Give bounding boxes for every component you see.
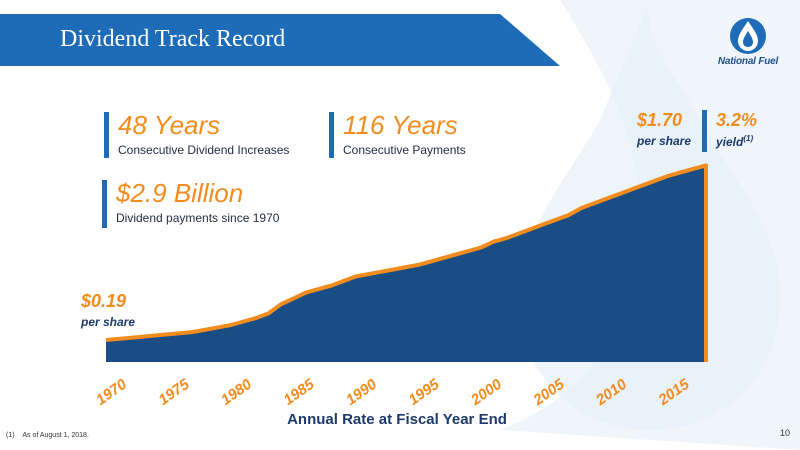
flame-drop-icon xyxy=(730,18,766,54)
yield-text: yield xyxy=(716,135,744,149)
end-per-share-label: per share xyxy=(637,134,692,148)
dividend-line xyxy=(105,163,708,362)
x-tick-label: 1970 xyxy=(93,375,131,408)
stat-value: 116 Years xyxy=(343,110,458,140)
stat-value: 48 Years xyxy=(118,110,221,140)
yield-footnote-marker: (1) xyxy=(743,134,754,143)
footnote: (1) As of August 1, 2018. xyxy=(6,432,89,439)
dividend-area xyxy=(106,165,706,362)
stat-label: Consecutive Dividend Increases xyxy=(118,143,290,157)
x-axis-label: Annual Rate at Fiscal Year End xyxy=(287,411,507,428)
page-number: 10 xyxy=(780,428,791,438)
x-tick-label: 1990 xyxy=(343,375,381,408)
yield-divider-bar xyxy=(702,110,707,152)
slide-title: Dividend Track Record xyxy=(60,26,286,52)
end-value-label: $1.70 xyxy=(637,110,683,130)
stat-label: Dividend payments since 1970 xyxy=(116,211,280,225)
start-value-label: $0.19 xyxy=(81,291,127,311)
x-tick-label: 1985 xyxy=(280,375,318,408)
x-tick-label: 2015 xyxy=(655,375,693,409)
yield-label: yield(1) xyxy=(716,134,753,149)
company-logo-text: National Fuel xyxy=(717,56,779,67)
stat-accent-bar xyxy=(102,180,107,228)
stat-accent-bar xyxy=(104,112,109,158)
title-banner xyxy=(0,14,560,66)
stat-value: $2.9 Billion xyxy=(116,178,244,208)
x-tick-label: 1980 xyxy=(218,375,256,408)
start-per-share-label: per share xyxy=(81,315,136,329)
x-tick-label: 2005 xyxy=(530,375,568,409)
stat-label: Consecutive Payments xyxy=(343,143,466,157)
x-tick-label: 1995 xyxy=(405,375,443,408)
footnote-marker: (1) xyxy=(6,432,15,439)
x-tick-label: 1975 xyxy=(155,375,193,408)
x-tick-label: 2010 xyxy=(592,375,630,409)
yield-value-label: 3.2% xyxy=(716,110,758,130)
stat-accent-bar xyxy=(329,112,334,158)
footnote-text: As of August 1, 2018. xyxy=(22,432,89,439)
x-tick-label: 2000 xyxy=(467,375,505,409)
